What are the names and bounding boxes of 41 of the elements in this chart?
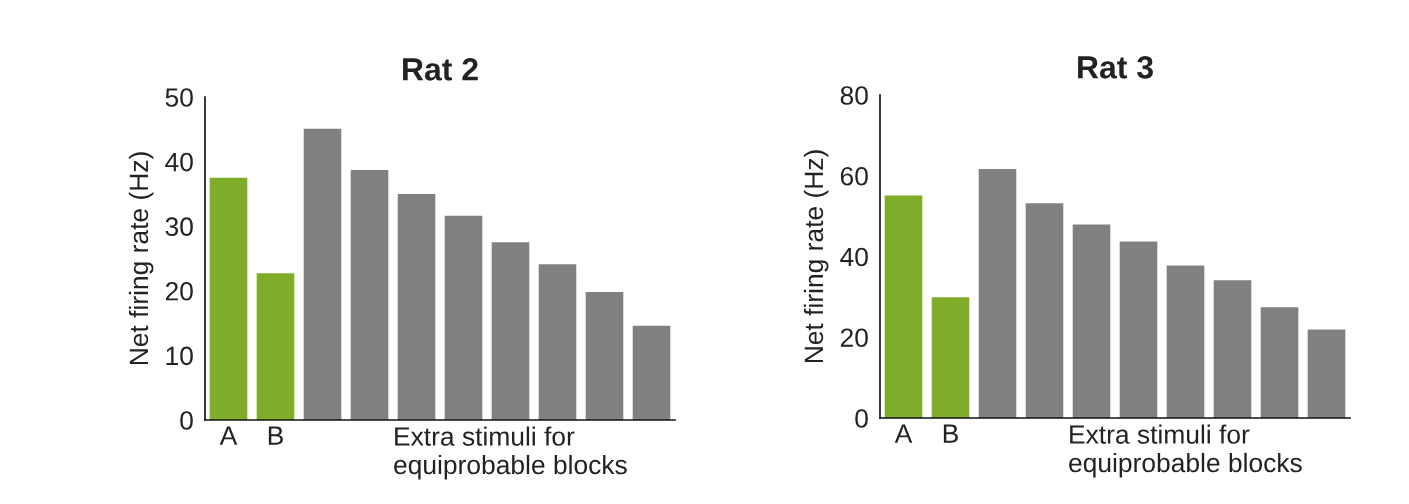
bar bbox=[256, 273, 295, 420]
y-tick-label: 10 bbox=[166, 346, 193, 366]
chart-title: Rat 3 bbox=[1078, 56, 1153, 79]
bar bbox=[931, 297, 970, 418]
x-tick-label: B bbox=[943, 424, 958, 443]
bar bbox=[350, 170, 389, 420]
bar bbox=[1307, 329, 1346, 418]
y-tick-label: 50 bbox=[165, 88, 193, 107]
x-axis-title: Extra stimuli for equiprobable blocks bbox=[394, 426, 627, 480]
y-tick-label: 40 bbox=[840, 247, 868, 267]
x-axis-title: Extra stimuli for equiprobable blocks bbox=[1069, 424, 1302, 478]
bar bbox=[978, 168, 1017, 418]
y-tick-label: 0 bbox=[180, 411, 193, 430]
bar bbox=[884, 195, 923, 418]
chart-title: Rat 2 bbox=[403, 58, 478, 81]
y-tick-label: 20 bbox=[840, 328, 868, 348]
bar bbox=[1025, 203, 1064, 418]
y-tick-label: 80 bbox=[840, 86, 868, 105]
x-tick-label: B bbox=[268, 426, 283, 445]
y-tick-label: 20 bbox=[165, 281, 193, 301]
y-tick-label: 0 bbox=[855, 409, 868, 428]
bar bbox=[1260, 307, 1299, 418]
y-axis-title: Net firing rate (Hz) bbox=[128, 152, 154, 365]
bar bbox=[397, 193, 436, 420]
x-tick-label: A bbox=[894, 424, 913, 443]
x-tick-label: A bbox=[219, 426, 238, 445]
bar bbox=[585, 292, 624, 420]
bar bbox=[538, 264, 577, 420]
bar bbox=[1119, 241, 1158, 418]
y-tick-label: 60 bbox=[840, 166, 868, 186]
y-axis-title: Net firing rate (Hz) bbox=[803, 150, 829, 363]
bar bbox=[632, 325, 671, 420]
bar bbox=[1213, 280, 1252, 418]
bar bbox=[1166, 265, 1205, 418]
y-tick-label: 40 bbox=[165, 152, 193, 172]
y-tick-label: 30 bbox=[165, 217, 193, 237]
bar bbox=[491, 242, 530, 420]
bar bbox=[444, 215, 483, 420]
bar bbox=[209, 177, 248, 420]
bar bbox=[1072, 224, 1111, 418]
bar bbox=[303, 128, 342, 420]
